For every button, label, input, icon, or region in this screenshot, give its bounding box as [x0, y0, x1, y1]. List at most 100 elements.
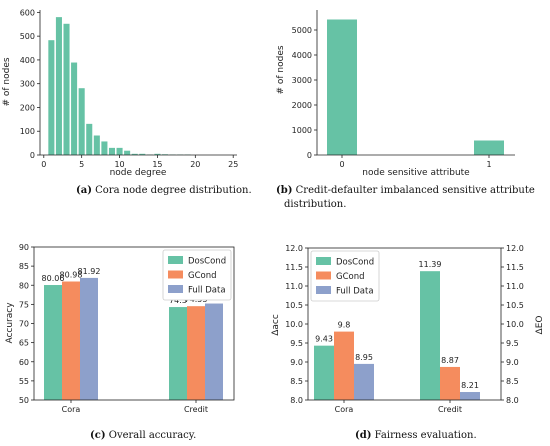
- histogram-bar: [108, 147, 116, 155]
- data-label: 80.98: [60, 271, 83, 280]
- y-tick-label: 10.5: [285, 301, 303, 310]
- y-tick-label: 11.5: [285, 263, 303, 272]
- y-tick-label: 8.0: [290, 396, 303, 405]
- legend-label: Full Data: [188, 286, 226, 296]
- x-tick-label: 20: [190, 160, 200, 169]
- data-label: 8.87: [441, 356, 459, 365]
- y-right-tick-label: 10.0: [506, 320, 524, 329]
- y-tick-label: 90: [19, 243, 29, 252]
- y-tick-label: 300: [20, 80, 35, 89]
- panel-b-xlabel: node sensitive attribute: [362, 168, 470, 178]
- y-tick-label: 1000: [292, 126, 312, 135]
- caption-a-letter: (a): [76, 185, 92, 196]
- legend-label: Full Data: [336, 287, 374, 297]
- y-tick-label: 11.0: [285, 282, 303, 291]
- y-right-tick-label: 8.0: [506, 396, 519, 405]
- panel-d-data-labels: 9.43 11.39 9.8 8.87 8.95 8.21: [315, 260, 479, 390]
- y-tick-label: 0: [30, 151, 35, 160]
- histogram-bar: [139, 153, 146, 155]
- legend-swatch: [168, 270, 183, 279]
- caption-a: (a) Cora node degree distribution.: [76, 185, 252, 196]
- y-tick-label: 200: [20, 103, 35, 112]
- histogram-bar: [63, 23, 70, 156]
- caption-b-letter: (b): [276, 185, 292, 196]
- panel-d: 9.43 11.39 9.8 8.87 8.95 8.21 8.0 8.5 9.0 9.5 10.…: [271, 244, 545, 414]
- caption-d: (d) Fairness evaluation.: [355, 430, 477, 441]
- caption-a-text: Cora node degree distribution.: [92, 185, 252, 196]
- caption-b-line1: (b) Credit-defaulter imbalanced sensitiv…: [276, 185, 535, 196]
- y-tick-label: 400: [20, 56, 35, 65]
- bar-full-data: [354, 363, 374, 400]
- histogram-bar: [78, 88, 85, 155]
- legend-label: GCond: [188, 271, 217, 281]
- bar-full-data: [80, 277, 98, 400]
- histogram-bar: [101, 141, 108, 155]
- y-tick-label: 500: [20, 32, 35, 41]
- panel-d-yticks-left: 8.0 8.5 9.0 9.5 10.0 10.5 11.0 11.5 12.0: [285, 244, 308, 405]
- y-tick-label: 9.5: [290, 339, 303, 348]
- panel-c-legend: DosCond GCond Full Data: [162, 249, 232, 301]
- legend-swatch: [168, 285, 183, 293]
- y-tick-label: 9.0: [290, 358, 303, 367]
- data-label: 8.21: [461, 381, 479, 390]
- panel-a-yticks: 0 100 200 300 400 500 600: [20, 8, 40, 160]
- caption-c-letter: (c): [90, 430, 106, 441]
- panel-a-axes: [39, 10, 237, 156]
- panel-a-xticks: 0 5 10 15 20 25: [41, 155, 238, 169]
- y-right-tick-label: 8.5: [506, 377, 519, 386]
- histogram-bar: [48, 40, 55, 156]
- panel-a-xlabel: node degree: [110, 168, 167, 178]
- x-tick-label: 0: [41, 160, 46, 169]
- bar-doscond: [169, 307, 187, 400]
- y-right-tick-label: 9.0: [506, 358, 519, 367]
- y-tick-label: 85: [19, 262, 29, 271]
- data-label: 80.06: [42, 274, 65, 283]
- y-tick-label: 60: [19, 358, 29, 367]
- panel-d-xticks: Cora Credit: [335, 400, 462, 414]
- panel-b-bars: [327, 19, 504, 155]
- panel-d-bars: [314, 271, 480, 400]
- attribute-bar: [327, 19, 357, 155]
- x-tick-label: Cora: [335, 405, 354, 414]
- y-tick-label: 80: [19, 281, 29, 290]
- data-label: 9.43: [315, 335, 333, 344]
- caption-b-line2: distribution.: [284, 199, 346, 210]
- attribute-bar: [474, 140, 504, 155]
- x-tick-label: Cora: [62, 405, 81, 414]
- legend-label: DosCond: [188, 257, 226, 267]
- panel-d-yticks-right: 8.0 8.5 9.0 9.5 10.0 10.5 11.0 11.5 12.0: [501, 244, 524, 405]
- caption-c-text: Overall accuracy.: [106, 430, 197, 441]
- y-tick-label: 8.5: [290, 377, 303, 386]
- bar-gcond: [440, 366, 460, 400]
- data-label: 11.39: [419, 260, 442, 269]
- y-tick-label: 55: [19, 377, 29, 386]
- bar-doscond: [420, 271, 440, 400]
- y-tick-label: 10.0: [285, 320, 303, 329]
- histogram-bar: [154, 153, 161, 155]
- x-tick-label: 25: [228, 160, 238, 169]
- data-label: 81.92: [78, 267, 101, 276]
- data-label: 9.8: [338, 321, 351, 330]
- y-right-tick-label: 10.5: [506, 301, 524, 310]
- y-tick-label: 12.0: [285, 244, 303, 253]
- data-label: 74.3: [169, 296, 187, 305]
- x-tick-label: 10: [114, 160, 124, 169]
- panel-b-ylabel: # of nodes: [276, 45, 286, 94]
- panel-c-bars: [44, 277, 223, 400]
- x-tick-label: 1: [486, 160, 491, 169]
- y-tick-label: 70: [19, 320, 29, 329]
- legend-swatch: [316, 271, 331, 280]
- y-tick-label: 4000: [292, 51, 312, 60]
- bar-doscond: [314, 345, 334, 400]
- y-right-tick-label: 12.0: [506, 244, 524, 253]
- x-tick-label: Credit: [438, 405, 462, 414]
- y-right-tick-label: 11.0: [506, 282, 524, 291]
- histogram-bar: [131, 153, 138, 155]
- caption-d-letter: (d): [355, 430, 371, 441]
- panel-c-ylabel: Accuracy: [5, 302, 15, 344]
- y-tick-label: 3000: [292, 76, 312, 85]
- y-tick-label: 2000: [292, 101, 312, 110]
